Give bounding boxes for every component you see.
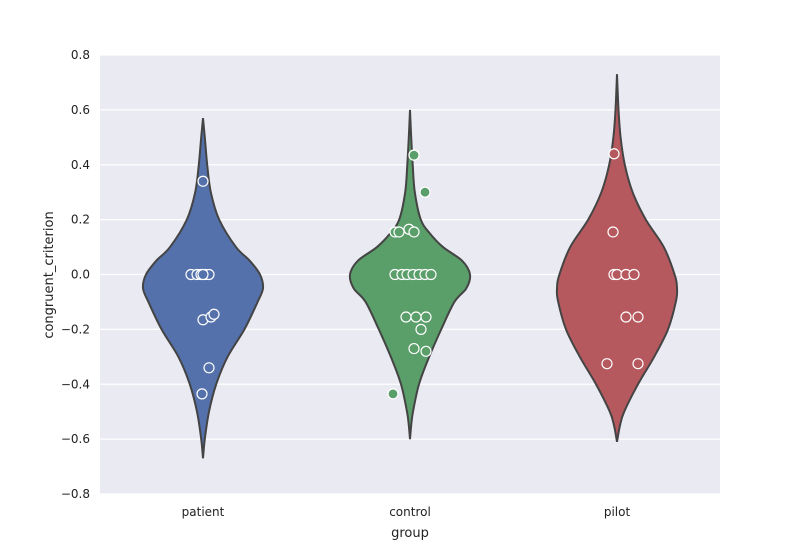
data-point-outside bbox=[387, 388, 399, 400]
y-tick-label: −0.2 bbox=[61, 322, 90, 336]
data-point-outside bbox=[608, 148, 620, 160]
data-point bbox=[420, 311, 432, 323]
data-point bbox=[393, 226, 405, 238]
data-point-outside bbox=[408, 149, 420, 161]
y-tick-label: 0.4 bbox=[71, 158, 90, 172]
x-axis-label: group bbox=[391, 526, 429, 541]
data-point bbox=[628, 268, 640, 281]
data-point bbox=[203, 362, 215, 374]
violin-pilot bbox=[555, 74, 679, 443]
data-point bbox=[420, 345, 432, 357]
data-point bbox=[620, 311, 632, 323]
data-point-outside bbox=[419, 186, 431, 198]
y-tick-label: −0.4 bbox=[61, 377, 90, 391]
data-point bbox=[208, 308, 220, 320]
data-point bbox=[197, 268, 209, 281]
data-point bbox=[400, 311, 412, 323]
y-tick-label: −0.6 bbox=[61, 432, 90, 446]
data-point bbox=[196, 388, 208, 400]
data-point bbox=[632, 311, 644, 323]
data-point bbox=[408, 226, 420, 238]
y-tick-label: 0.6 bbox=[71, 103, 90, 117]
data-point bbox=[425, 268, 437, 281]
data-point bbox=[197, 175, 209, 187]
x-tick-label: patient bbox=[182, 505, 225, 519]
y-tick-label: 0.2 bbox=[71, 213, 90, 227]
data-point bbox=[601, 358, 613, 370]
y-tick-label: 0.0 bbox=[71, 268, 90, 282]
x-tick-label: pilot bbox=[604, 505, 631, 519]
data-point bbox=[632, 358, 644, 370]
data-point bbox=[408, 342, 420, 355]
x-tick-labels: patient control pilot bbox=[182, 505, 631, 519]
x-tick-label: control bbox=[389, 505, 431, 519]
data-points bbox=[185, 148, 644, 400]
y-axis-label: congruent_criterion bbox=[42, 211, 57, 338]
data-point bbox=[410, 311, 422, 323]
data-point bbox=[415, 323, 427, 335]
data-point bbox=[607, 226, 619, 238]
y-tick-label: −0.8 bbox=[61, 487, 90, 501]
violin-patient bbox=[141, 118, 265, 459]
y-tick-label: 0.8 bbox=[71, 48, 90, 62]
y-tick-labels: −0.8 −0.6 −0.4 −0.2 0.0 0.2 0.4 0.6 0.8 bbox=[61, 48, 90, 501]
